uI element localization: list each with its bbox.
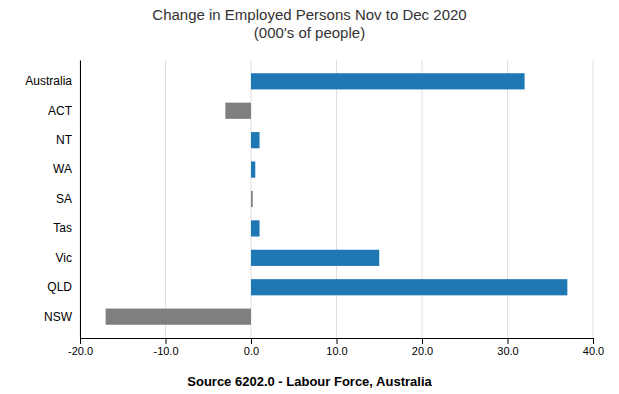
category-axis: NSW QLD Vic Tas SA WA NT ACT Australia bbox=[25, 61, 80, 339]
tick-label: QLD bbox=[47, 280, 72, 294]
tick-label: -10.0 bbox=[153, 345, 178, 357]
tick: -20.0 bbox=[68, 338, 93, 357]
tick-mark bbox=[422, 338, 423, 344]
tick: 20.0 bbox=[412, 338, 433, 357]
tick: NSW bbox=[44, 310, 73, 324]
tick-label: 30.0 bbox=[497, 345, 518, 357]
bar bbox=[251, 132, 260, 148]
tick: Tas bbox=[53, 221, 72, 235]
tick: Australia bbox=[25, 74, 72, 88]
tick-mark bbox=[80, 338, 81, 344]
chart-svg: -20.0 -10.0 0.0 10.0 20.0 30.0 40.0 NSW QLD Vic Ta… bbox=[0, 0, 619, 394]
grid bbox=[80, 60, 593, 338]
grid-line bbox=[422, 60, 423, 338]
tick-label: NT bbox=[56, 133, 73, 147]
tick-label: ACT bbox=[48, 104, 73, 118]
grid-line bbox=[165, 60, 166, 338]
tick-label: Vic bbox=[56, 251, 72, 265]
bar bbox=[251, 161, 255, 177]
tick-mark bbox=[166, 338, 167, 344]
tick-label: WA bbox=[53, 162, 72, 176]
tick: NT bbox=[56, 133, 73, 147]
tick-label: 20.0 bbox=[412, 345, 433, 357]
tick: 30.0 bbox=[497, 338, 518, 357]
tick: QLD bbox=[47, 280, 72, 294]
axis-line bbox=[81, 339, 594, 345]
tick-label: SA bbox=[56, 192, 72, 206]
bar bbox=[225, 103, 251, 119]
grid-line bbox=[336, 60, 337, 338]
tick-mark bbox=[593, 338, 594, 344]
tick-label: 40.0 bbox=[583, 345, 604, 357]
title-line: (000's of people) bbox=[254, 24, 365, 41]
tick: 10.0 bbox=[326, 338, 347, 357]
title: Change in Employed Persons Nov to Dec 20… bbox=[152, 6, 466, 41]
tick-label: -20.0 bbox=[68, 345, 93, 357]
tick: ACT bbox=[48, 104, 73, 118]
bar bbox=[251, 250, 379, 266]
bar bbox=[106, 309, 251, 325]
grid-line bbox=[80, 60, 81, 338]
tick-label: Australia bbox=[25, 74, 72, 88]
tick: 40.0 bbox=[583, 338, 604, 357]
tick: -10.0 bbox=[153, 338, 178, 357]
tick-mark bbox=[251, 338, 252, 344]
tick-label: NSW bbox=[44, 310, 73, 324]
bar bbox=[251, 73, 525, 89]
tick: WA bbox=[53, 162, 72, 176]
annotation: Source 6202.0 - Labour Force, Australia bbox=[187, 374, 432, 389]
tick: SA bbox=[56, 192, 72, 206]
bars bbox=[106, 73, 568, 325]
plot-area: -20.0 -10.0 0.0 10.0 20.0 30.0 40.0 NSW QLD Vic Ta… bbox=[25, 60, 604, 357]
tick-label: 10.0 bbox=[326, 345, 347, 357]
grid-line bbox=[593, 60, 594, 338]
tick: Vic bbox=[56, 251, 72, 265]
bar bbox=[251, 279, 567, 295]
bar bbox=[251, 191, 253, 207]
tick-mark bbox=[337, 338, 338, 344]
tick-mark bbox=[508, 338, 509, 344]
bar bbox=[251, 220, 260, 236]
tick-label: Tas bbox=[53, 221, 72, 235]
grid-line bbox=[507, 60, 508, 338]
tick: 0.0 bbox=[244, 338, 259, 357]
tick-label: 0.0 bbox=[244, 345, 259, 357]
axis-line bbox=[80, 61, 81, 339]
title-line: Change in Employed Persons Nov to Dec 20… bbox=[152, 6, 466, 23]
value-axis: -20.0 -10.0 0.0 10.0 20.0 30.0 40.0 bbox=[68, 338, 604, 357]
